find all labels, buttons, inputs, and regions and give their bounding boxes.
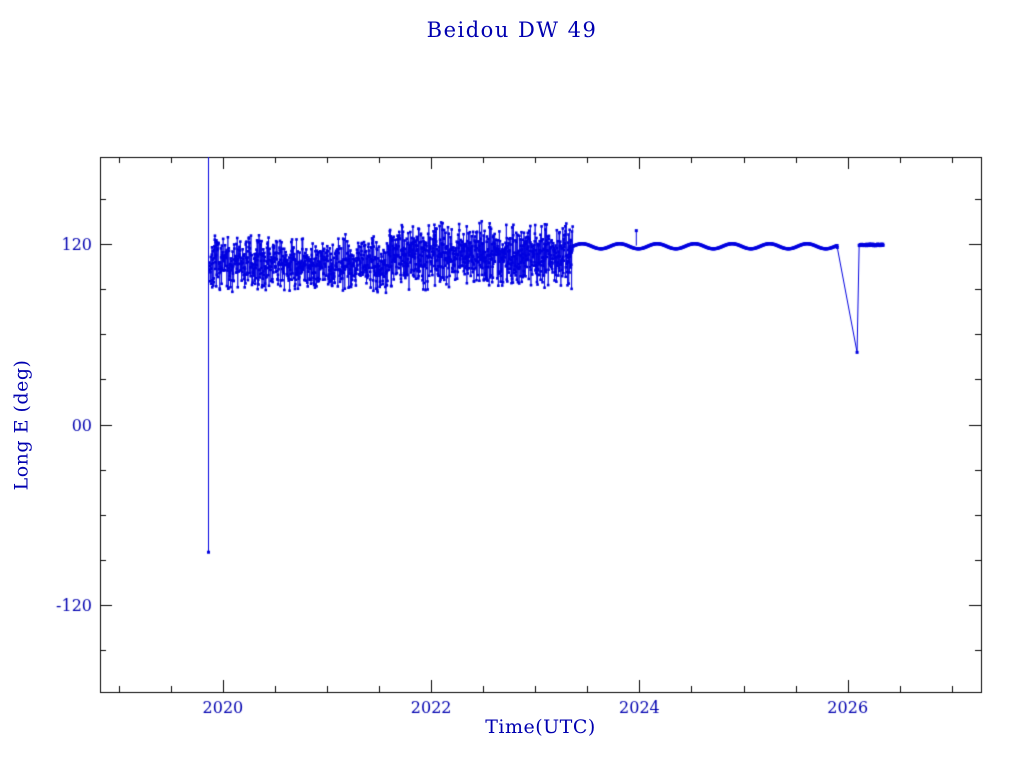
- chart-title: Beidou DW 49: [426, 18, 598, 42]
- y-axis-label-wrap: Long E (deg): [2, 157, 40, 692]
- y-axis-label: Long E (deg): [10, 359, 32, 490]
- x-axis-label: Time(UTC): [485, 716, 596, 738]
